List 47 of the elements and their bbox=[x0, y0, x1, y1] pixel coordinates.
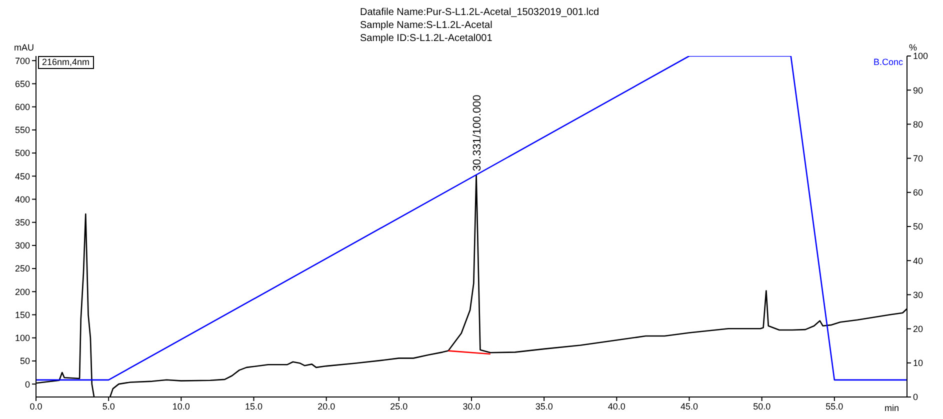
y-axis-title: mAU bbox=[14, 42, 34, 52]
x-tick-label: 35.0 bbox=[535, 401, 553, 412]
x-tick-label: 25.0 bbox=[390, 401, 408, 412]
y2-tick-label: 70 bbox=[913, 153, 924, 164]
x-tick-label: 40.0 bbox=[608, 401, 626, 412]
annotation: 30.331/100.000 bbox=[471, 94, 484, 172]
y2-tick-label: 30 bbox=[913, 290, 924, 300]
y-tick-label: 600 bbox=[14, 102, 30, 112]
x-tick-label: 5.0 bbox=[102, 401, 115, 412]
y2-tick-label: 10 bbox=[913, 358, 924, 368]
y2-tick-label: 40 bbox=[913, 256, 924, 266]
x-tick-label: 45.0 bbox=[680, 401, 698, 412]
y2-tick-label: 0 bbox=[913, 392, 918, 402]
x-axis-title: min bbox=[884, 403, 899, 413]
y2-tick-label: 100 bbox=[913, 51, 928, 62]
y-tick-label: 300 bbox=[14, 240, 30, 251]
x-tick-label: 30.0 bbox=[462, 401, 480, 412]
y-tick-label: 700 bbox=[14, 56, 30, 66]
y-tick-label: 150 bbox=[14, 310, 30, 320]
y2-tick-label: 90 bbox=[913, 85, 924, 96]
text: B.Conc bbox=[873, 57, 903, 67]
y-tick-label: 500 bbox=[14, 148, 30, 158]
annotation: 216nm,4nm bbox=[38, 56, 94, 69]
y-tick-label: 350 bbox=[14, 218, 30, 228]
y-tick-label: 200 bbox=[14, 286, 30, 297]
y2-tick-label: 50 bbox=[913, 222, 924, 232]
x-tick-label: 20.0 bbox=[318, 401, 336, 412]
chart-title: Datafile Name:Pur-S-L1.2L-Acetal_15032019_001.lcd bbox=[360, 6, 600, 19]
y-tick-label: 0 bbox=[24, 379, 30, 390]
y-tick-label: 400 bbox=[14, 194, 30, 204]
y-tick-label: 550 bbox=[14, 125, 30, 136]
x-tick-label: 15.0 bbox=[244, 401, 263, 412]
y2-tick-label: 60 bbox=[913, 188, 924, 198]
x-tick-label: 50.0 bbox=[753, 401, 771, 412]
y2-tick-label: 20 bbox=[913, 324, 924, 334]
y-tick-label: 100 bbox=[14, 333, 30, 344]
y-tick-label: 250 bbox=[14, 264, 30, 274]
chart-subtitle: Sample Name:S-L1.2L-Acetal bbox=[360, 19, 494, 32]
x-tick-label: 0.0 bbox=[30, 401, 42, 412]
text: Sample ID:S-L1.2L-Acetal001 bbox=[360, 32, 494, 45]
x-tick-label: 10.0 bbox=[172, 401, 190, 412]
x-tick-label: 55.0 bbox=[826, 401, 844, 412]
y-tick-label: 450 bbox=[14, 171, 30, 182]
y2-tick-label: 80 bbox=[913, 119, 924, 130]
y-tick-label: 50 bbox=[20, 356, 30, 366]
y2-axis-title: % bbox=[909, 42, 918, 52]
y-tick-label: 650 bbox=[14, 78, 30, 89]
